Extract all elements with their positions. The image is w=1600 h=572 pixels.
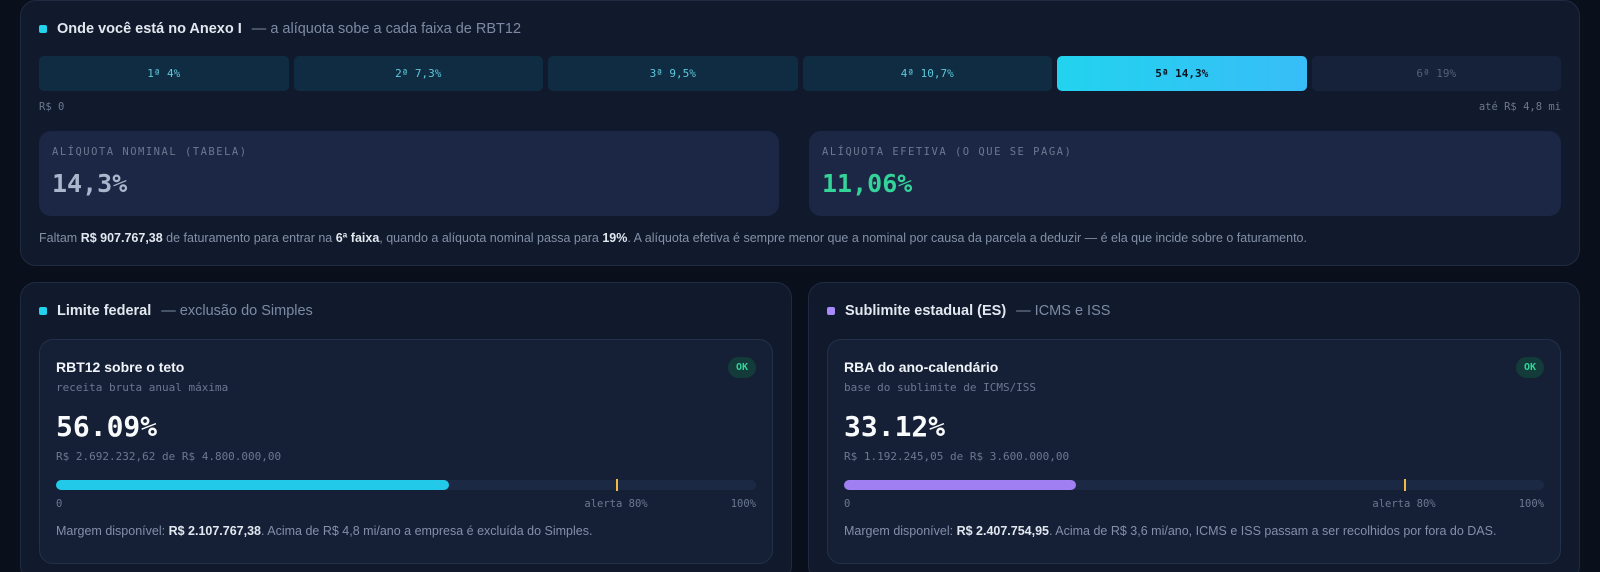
bar-start-label: 0 <box>56 498 63 510</box>
margin-prefix: Margem disponível: <box>56 524 169 538</box>
federal-box-subtitle: receita bruta anual máxima <box>56 381 229 394</box>
state-box-subtitle: base do sublimite de ICMS/ISS <box>844 381 1037 394</box>
federal-card-header: Limite federal — exclusão do Simples <box>39 303 313 319</box>
alert-marker <box>1404 479 1406 491</box>
scale-end-label: até R$ 4,8 mi <box>1478 101 1561 113</box>
margin-suffix: . Acima de R$ 3,6 mi/ano, ICMS e ISS pas… <box>1049 524 1497 538</box>
bullet-icon <box>827 307 835 315</box>
federal-percent: 56.09% <box>56 410 158 443</box>
effective-rate-label: ALÍQUOTA EFETIVA (O QUE SE PAGA) <box>822 146 1073 158</box>
note-remaining-amount: R$ 907.767,38 <box>80 231 163 245</box>
federal-title: Limite federal <box>57 303 152 319</box>
status-badge: OK <box>1515 357 1544 378</box>
note-text: Faltam <box>39 231 81 245</box>
federal-progress-fill <box>56 480 449 490</box>
band-2[interactable]: 2ª 7,3% <box>293 56 543 91</box>
annex-subtitle: — a alíquota sobe a cada faixa de RBT12 <box>251 21 522 37</box>
scale-start-label: R$ 0 <box>39 101 65 113</box>
band-6[interactable]: 6ª 19% <box>1311 56 1561 91</box>
band-note: Faltam R$ 907.767,38 de faturamento para… <box>39 231 1307 245</box>
bar-end-label: 100% <box>730 498 756 510</box>
margin-value: R$ 2.407.754,95 <box>956 524 1050 538</box>
margin-value: R$ 2.107.767,38 <box>168 524 262 538</box>
state-progress-fill <box>844 480 1076 490</box>
federal-limit-box: RBT12 sobre o teto receita bruta anual m… <box>39 339 773 564</box>
band-4[interactable]: 4ª 10,7% <box>802 56 1052 91</box>
effective-rate-value: 11,06% <box>822 169 913 198</box>
band-1[interactable]: 1ª 4% <box>39 56 289 91</box>
bar-alert-label: alerta 80% <box>584 498 648 510</box>
bullet-icon <box>39 25 47 33</box>
federal-progress-bar <box>56 479 756 491</box>
federal-subtitle: — exclusão do Simples <box>161 303 313 319</box>
state-card-header: Sublimite estadual (ES) — ICMS e ISS <box>827 303 1110 319</box>
note-next-band: 6ª faixa <box>335 231 380 245</box>
federal-margin-note: Margem disponível: R$ 2.107.767,38. Acim… <box>56 524 592 538</box>
state-progress-bar <box>844 479 1544 491</box>
band-5-active[interactable]: 5ª 14,3% <box>1057 56 1307 91</box>
effective-rate-box: ALÍQUOTA EFETIVA (O QUE SE PAGA) 11,06% <box>809 131 1561 216</box>
note-text: . A alíquota efetiva é sempre menor que … <box>627 231 1307 245</box>
note-text: , quando a alíquota nominal passa para <box>379 231 603 245</box>
note-next-rate: 19% <box>602 231 628 245</box>
margin-suffix: . Acima de R$ 4,8 mi/ano a empresa é exc… <box>261 524 593 538</box>
margin-prefix: Margem disponível: <box>844 524 957 538</box>
federal-limit-card: Limite federal — exclusão do Simples RBT… <box>20 282 792 572</box>
status-badge: OK <box>727 357 756 378</box>
annex-title: Onde você está no Anexo I <box>57 21 242 37</box>
state-subtitle: — ICMS e ISS <box>1016 303 1111 319</box>
annex-card: Onde você está no Anexo I — a alíquota s… <box>20 0 1580 266</box>
bar-alert-label: alerta 80% <box>1372 498 1436 510</box>
bullet-icon <box>39 307 47 315</box>
nominal-rate-box: ALÍQUOTA NOMINAL (TABELA) 14,3% <box>39 131 779 216</box>
state-sublimit-box: RBA do ano-calendário base do sublimite … <box>827 339 1561 564</box>
state-bar-labels: 0 alerta 80% 100% <box>844 498 1544 512</box>
federal-amounts: R$ 2.692.232,62 de R$ 4.800.000,00 <box>56 450 282 463</box>
federal-bar-labels: 0 alerta 80% 100% <box>56 498 756 512</box>
state-percent: 33.12% <box>844 410 946 443</box>
annex-card-header: Onde você está no Anexo I — a alíquota s… <box>39 21 521 37</box>
state-sublimit-card: Sublimite estadual (ES) — ICMS e ISS RBA… <box>808 282 1580 572</box>
tax-bands: 1ª 4% 2ª 7,3% 3ª 9,5% 4ª 10,7% 5ª 14,3% … <box>39 56 1561 91</box>
note-text: de faturamento para entrar na <box>162 231 336 245</box>
bar-start-label: 0 <box>844 498 851 510</box>
alert-marker <box>616 479 618 491</box>
state-amounts: R$ 1.192.245,05 de R$ 3.600.000,00 <box>844 450 1070 463</box>
bar-end-label: 100% <box>1518 498 1544 510</box>
nominal-rate-label: ALÍQUOTA NOMINAL (TABELA) <box>52 146 248 158</box>
state-title: Sublimite estadual (ES) <box>845 303 1007 319</box>
band-3[interactable]: 3ª 9,5% <box>548 56 798 91</box>
nominal-rate-value: 14,3% <box>52 169 128 198</box>
state-box-title: RBA do ano-calendário <box>844 359 999 375</box>
state-margin-note: Margem disponível: R$ 2.407.754,95. Acim… <box>844 524 1496 538</box>
federal-box-title: RBT12 sobre o teto <box>56 359 185 375</box>
band-scale: R$ 0 até R$ 4,8 mi <box>39 101 1561 113</box>
